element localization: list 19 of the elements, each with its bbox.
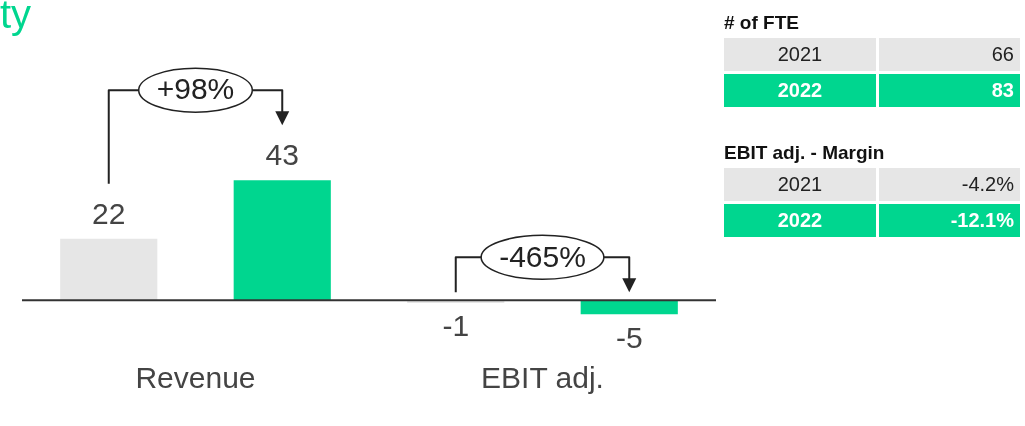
data-label: 66 — [879, 38, 1020, 71]
text: EBIT adj. - Margin — [724, 141, 886, 165]
data-label: 22 — [92, 197, 126, 231]
data-label: -5 — [615, 320, 643, 354]
category-label: 2022 — [724, 74, 876, 107]
category-label: 2022 — [724, 204, 876, 237]
chart-title: ty — [0, 0, 32, 37]
text: +98% — [156, 72, 235, 106]
annotation: -465% — [499, 239, 586, 273]
text: # of FTE — [724, 11, 800, 35]
data-label: -4.2% — [879, 168, 1020, 201]
x-tick-label: Revenue — [135, 361, 256, 395]
category-label: 2021 — [724, 38, 876, 71]
category-label: 2021 — [724, 168, 876, 201]
data-label: 83 — [879, 74, 1020, 107]
data-label: 43 — [265, 138, 299, 172]
data-label: -1 — [442, 309, 470, 343]
x-tick-label: EBIT adj. — [481, 361, 604, 395]
data-label: -12.1% — [879, 204, 1020, 237]
